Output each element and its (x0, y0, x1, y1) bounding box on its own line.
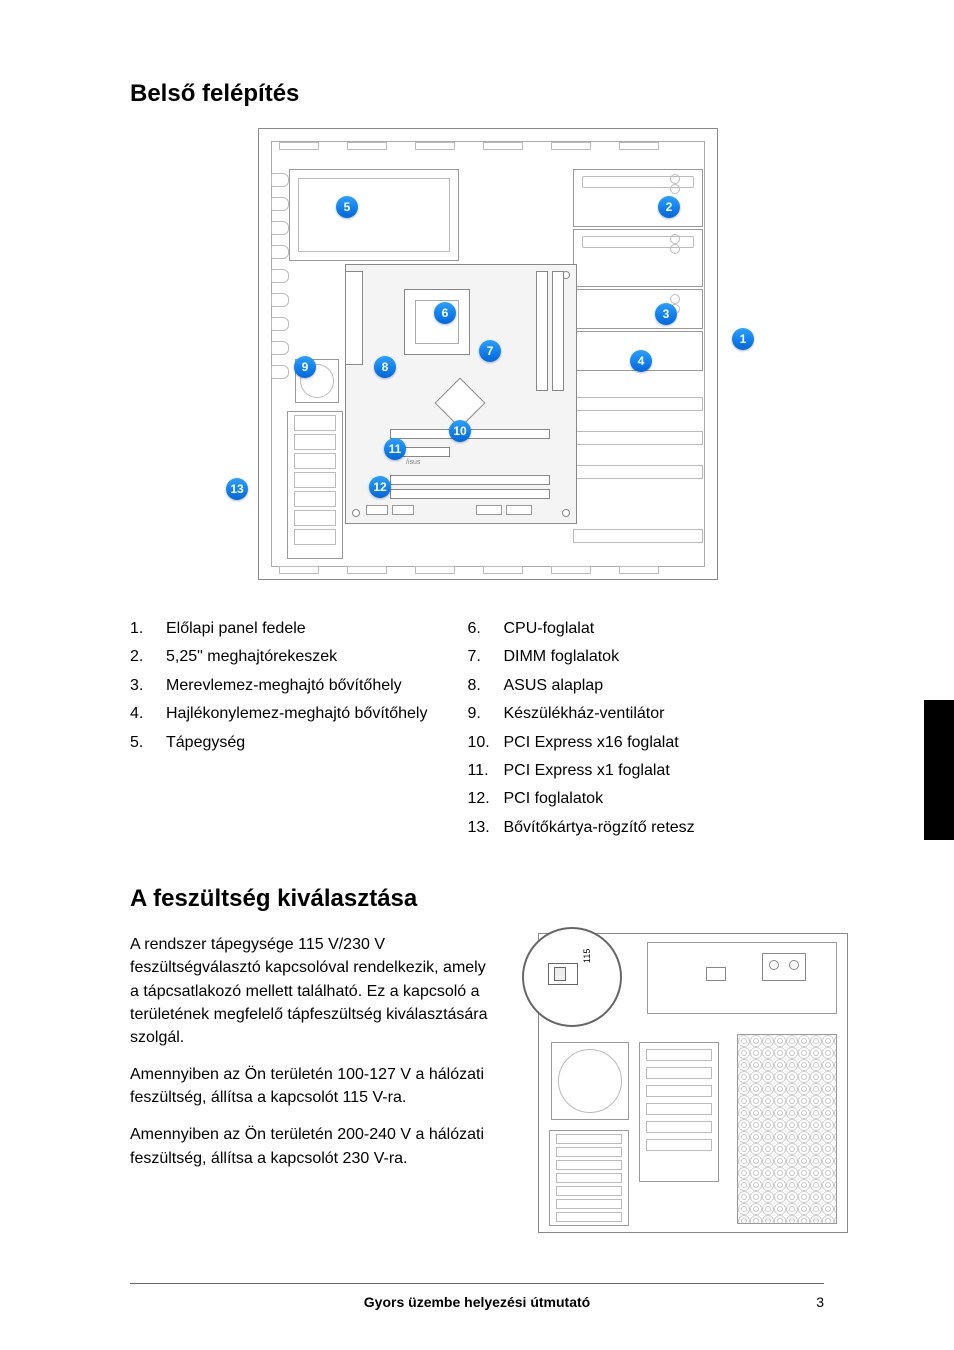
psu-block (289, 169, 459, 261)
callout-9: 9 (294, 356, 316, 378)
callout-3: 3 (655, 303, 677, 325)
hdd-bay (573, 289, 703, 329)
expansion-bracket (287, 411, 343, 559)
io-panel (639, 1042, 719, 1182)
pci-slot (390, 475, 550, 485)
callout-10: 10 (449, 420, 471, 442)
heading-internal: Belső felépítés (130, 80, 854, 108)
legend-right: 6.CPU-foglalat 7.DIMM foglalatok 8.ASUS … (467, 618, 694, 845)
voltage-callout: 115 (522, 927, 622, 1027)
page-footer: Gyors üzembe helyezési útmutató 3 (0, 1283, 954, 1310)
power-socket-icon (762, 953, 806, 981)
drive-bay-1 (573, 169, 703, 227)
voltage-label: 115 (582, 949, 592, 963)
voltage-p2: Amennyiben az Ön területén 100-127 V a h… (130, 1063, 494, 1109)
callout-13: 13 (226, 478, 248, 500)
page-number: 3 (816, 1294, 824, 1310)
voltage-p1: A rendszer tápegysége 115 V/230 V feszül… (130, 933, 494, 1049)
callout-4: 4 (630, 350, 652, 372)
callout-1: 1 (732, 328, 754, 350)
side-tab (924, 700, 954, 840)
pci-slot (390, 489, 550, 499)
internal-diagram: /isus 1 2 3 4 5 6 7 8 9 10 11 12 13 (232, 128, 752, 598)
drive-bay-2 (573, 229, 703, 287)
dimm-slot (552, 271, 564, 391)
psu-rear (647, 942, 837, 1014)
expansion-slots (549, 1130, 629, 1226)
voltage-switch-icon (706, 967, 726, 981)
callout-8: 8 (374, 356, 396, 378)
voltage-p3: Amennyiben az Ön területén 200-240 V a h… (130, 1123, 494, 1169)
vent-grille (737, 1034, 837, 1224)
cpu-socket (404, 289, 470, 355)
callout-7: 7 (479, 340, 501, 362)
callout-5: 5 (336, 196, 358, 218)
callout-6: 6 (434, 302, 456, 324)
callout-12: 12 (369, 476, 391, 498)
footer-title: Gyors üzembe helyezési útmutató (0, 1294, 954, 1310)
legend: 1.Előlapi panel fedele 2.5,25" meghajtór… (130, 618, 854, 845)
callout-2: 2 (658, 196, 680, 218)
rear-fan-icon (551, 1042, 629, 1120)
heading-voltage: A feszültség kiválasztása (130, 885, 854, 913)
dimm-slot (536, 271, 548, 391)
legend-left: 1.Előlapi panel fedele 2.5,25" meghajtór… (130, 618, 427, 845)
callout-11: 11 (384, 438, 406, 460)
voltage-text: A rendszer tápegysége 115 V/230 V feszül… (130, 933, 494, 1184)
voltage-diagram: 115 (524, 933, 854, 1184)
